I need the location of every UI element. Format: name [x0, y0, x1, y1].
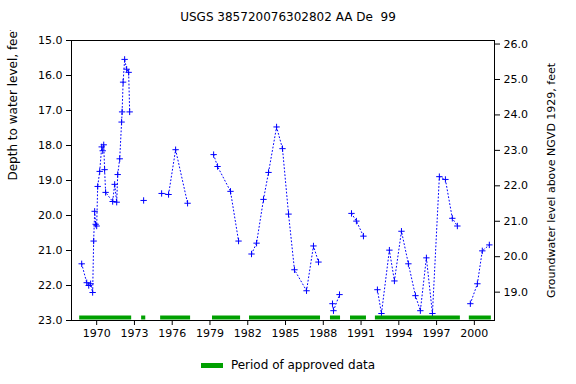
svg-text:23.0: 23.0 — [504, 144, 529, 157]
svg-text:24.0: 24.0 — [504, 108, 529, 121]
svg-text:Groundwater level above NGVD 1: Groundwater level above NGVD 1929, feet — [545, 62, 558, 298]
svg-text:1973: 1973 — [120, 327, 148, 340]
svg-text:20.0: 20.0 — [504, 250, 529, 263]
svg-text:2000: 2000 — [460, 327, 488, 340]
svg-text:1997: 1997 — [423, 327, 451, 340]
svg-text:21.0: 21.0 — [504, 215, 529, 228]
html-text:Period of approved data: Period of approved data — [230, 358, 376, 372]
svg-text:1988: 1988 — [309, 327, 337, 340]
svg-text:1985: 1985 — [272, 327, 300, 340]
svg-text:21.0: 21.0 — [38, 244, 63, 257]
svg-text:1976: 1976 — [158, 327, 186, 340]
svg-text:Depth to water level, feet bel: Depth to water level, feet below land su… — [6, 30, 20, 181]
svg-text:20.0: 20.0 — [38, 209, 63, 222]
svg-text:26.0: 26.0 — [504, 38, 529, 51]
svg-text:19.0: 19.0 — [38, 174, 63, 187]
svg-text:22.0: 22.0 — [38, 279, 63, 292]
svg-text:1991: 1991 — [347, 327, 375, 340]
svg-text:1982: 1982 — [234, 327, 262, 340]
html-text:USGS 385720076302802 AA De 99: USGS 385720076302802 AA De 99 — [180, 10, 396, 24]
svg-text:1979: 1979 — [196, 327, 224, 340]
svg-text:23.0: 23.0 — [38, 314, 63, 327]
svg-text:1994: 1994 — [385, 327, 413, 340]
svg-text:17.0: 17.0 — [38, 104, 63, 117]
svg-text:18.0: 18.0 — [38, 139, 63, 152]
svg-text:15.0: 15.0 — [38, 34, 63, 47]
svg-text:16.0: 16.0 — [38, 69, 63, 82]
svg-text:1970: 1970 — [83, 327, 111, 340]
svg-text:22.0: 22.0 — [504, 179, 529, 192]
svg-text:19.0: 19.0 — [504, 286, 529, 299]
svg-text:25.0: 25.0 — [504, 73, 529, 86]
